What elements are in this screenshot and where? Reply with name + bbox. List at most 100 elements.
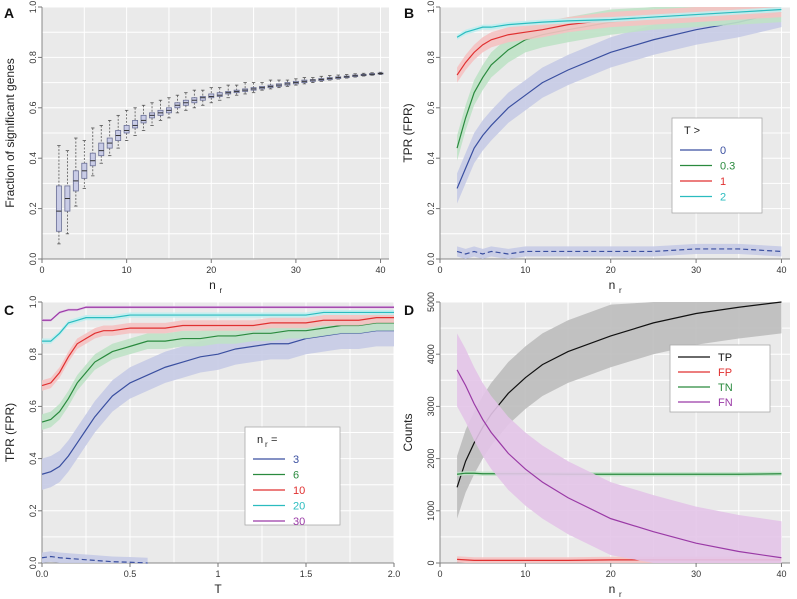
legend-label: 6 [293, 470, 299, 482]
x-tick-label: 30 [291, 265, 301, 275]
y-tick-label: 0.6 [28, 102, 38, 115]
series-0-band [457, 7, 782, 204]
series-TP-band [457, 302, 782, 519]
y-tick-label: 0.8 [28, 348, 38, 361]
legend-label: 0 [720, 145, 726, 157]
legend-label: TN [718, 382, 733, 394]
legend-title-sub: r [265, 440, 268, 449]
y-tick-label: 0.2 [28, 202, 38, 215]
x-axis-label: T [214, 582, 222, 596]
series-FN-line [456, 369, 782, 559]
x-tick-label: 20 [606, 569, 616, 579]
panel-c: 0.0 0.5 1 1.5 2.0 0.0 0.2 0.4 0.6 0.8 1.0 T TPR (FPR… [3, 296, 400, 596]
y-tick-label: 0.2 [426, 202, 436, 215]
legend-label: 20 [293, 501, 305, 513]
legend-title-suffix: = [271, 434, 277, 446]
panel-letter: A [4, 5, 14, 21]
y-tick-label: 0.6 [426, 102, 436, 115]
box [216, 92, 223, 97]
series-1-band [457, 7, 782, 83]
series-2-line [456, 8, 782, 38]
y-tick-label: 0.4 [28, 452, 38, 465]
series-20-line [42, 311, 394, 342]
box [55, 185, 62, 232]
box [140, 114, 147, 124]
series-2-band [457, 7, 782, 40]
y-tick-label: 1.0 [28, 296, 38, 309]
legend [244, 426, 341, 526]
legend-label: FP [718, 367, 732, 379]
fpr-series-line [456, 248, 782, 255]
x-tick-label: 2.0 [388, 569, 401, 579]
legend-label: 1 [720, 176, 726, 188]
x-tick-label: 0 [39, 265, 44, 275]
box [208, 93, 215, 99]
y-tick-label: 4000 [426, 344, 436, 364]
series-10-band [42, 312, 394, 391]
y-axis-label: TPR (FPR) [3, 403, 17, 462]
series-0-3-band [457, 7, 782, 161]
legend-label: 10 [293, 485, 305, 497]
x-tick-label: 40 [776, 265, 786, 275]
x-tick-label: 0.5 [124, 569, 137, 579]
x-tick-label: 0 [437, 265, 442, 275]
series-20-band [42, 309, 394, 344]
legend-title: n [257, 434, 263, 446]
legend-label: 30 [293, 516, 305, 528]
legend-label: TP [718, 352, 732, 364]
panel-a: 0 10 20 30 40 0.0 0.2 0.4 0.6 0.8 1.0 n r Fraction of… [3, 1, 389, 295]
x-tick-label: 0 [437, 569, 442, 579]
series-6-band [42, 315, 394, 430]
y-axis-label: TPR (FPR) [401, 103, 415, 162]
y-axis-label: Fraction of significant genes [3, 58, 17, 207]
y-tick-label: 0.8 [28, 51, 38, 64]
fpr-series-band [42, 551, 148, 563]
x-axis-label: n [209, 278, 216, 292]
x-axis-label-sub: r [619, 286, 622, 295]
x-tick-label: 20 [606, 265, 616, 275]
legend-label: FN [718, 397, 733, 409]
box [89, 152, 96, 167]
legend-title: T > [684, 125, 700, 137]
x-tick-label: 1 [215, 569, 220, 579]
y-tick-label: 1.0 [28, 1, 38, 14]
y-tick-label: 1000 [426, 501, 436, 521]
y-tick-label: 0 [426, 560, 436, 565]
x-tick-label: 40 [776, 569, 786, 579]
x-axis-label: n [609, 278, 616, 292]
x-axis-label: n [609, 582, 616, 596]
y-tick-label: 0.0 [426, 253, 436, 266]
y-tick-label: 5000 [426, 292, 436, 312]
legend-label: 3 [293, 454, 299, 466]
y-tick-label: 0.0 [28, 253, 38, 266]
y-tick-label: 0.4 [28, 152, 38, 165]
series-0-line [456, 11, 782, 189]
panel-letter: C [4, 302, 14, 318]
legend-label: 2 [720, 192, 726, 204]
x-tick-label: 30 [691, 569, 701, 579]
y-tick-label: 3000 [426, 396, 436, 416]
y-axis-label: Counts [401, 413, 415, 451]
series-10-line [41, 317, 394, 387]
box [199, 96, 206, 101]
y-tick-label: 0.0 [28, 557, 38, 570]
y-tick-label: 1.0 [426, 1, 436, 14]
box [123, 125, 130, 134]
x-axis-label-sub: r [619, 590, 622, 599]
x-axis-label-sub: r [220, 286, 223, 295]
fpr-series-line [41, 555, 148, 564]
series-FN-band [457, 333, 782, 563]
series-30-line [42, 306, 394, 321]
legend-label: 0.3 [720, 161, 735, 173]
x-tick-label: 20 [206, 265, 216, 275]
y-tick-label: 0.6 [28, 400, 38, 413]
panel-letter: D [404, 302, 414, 318]
x-tick-label: 40 [376, 265, 386, 275]
panel-d: 0 10 20 30 40 0 1000 2000 3000 4000 5000 n r Counts D T… [401, 292, 790, 599]
series-6-line [41, 322, 394, 423]
legend [669, 344, 771, 413]
y-tick-label: 0.4 [426, 152, 436, 165]
y-tick-label: 0.8 [426, 51, 436, 64]
